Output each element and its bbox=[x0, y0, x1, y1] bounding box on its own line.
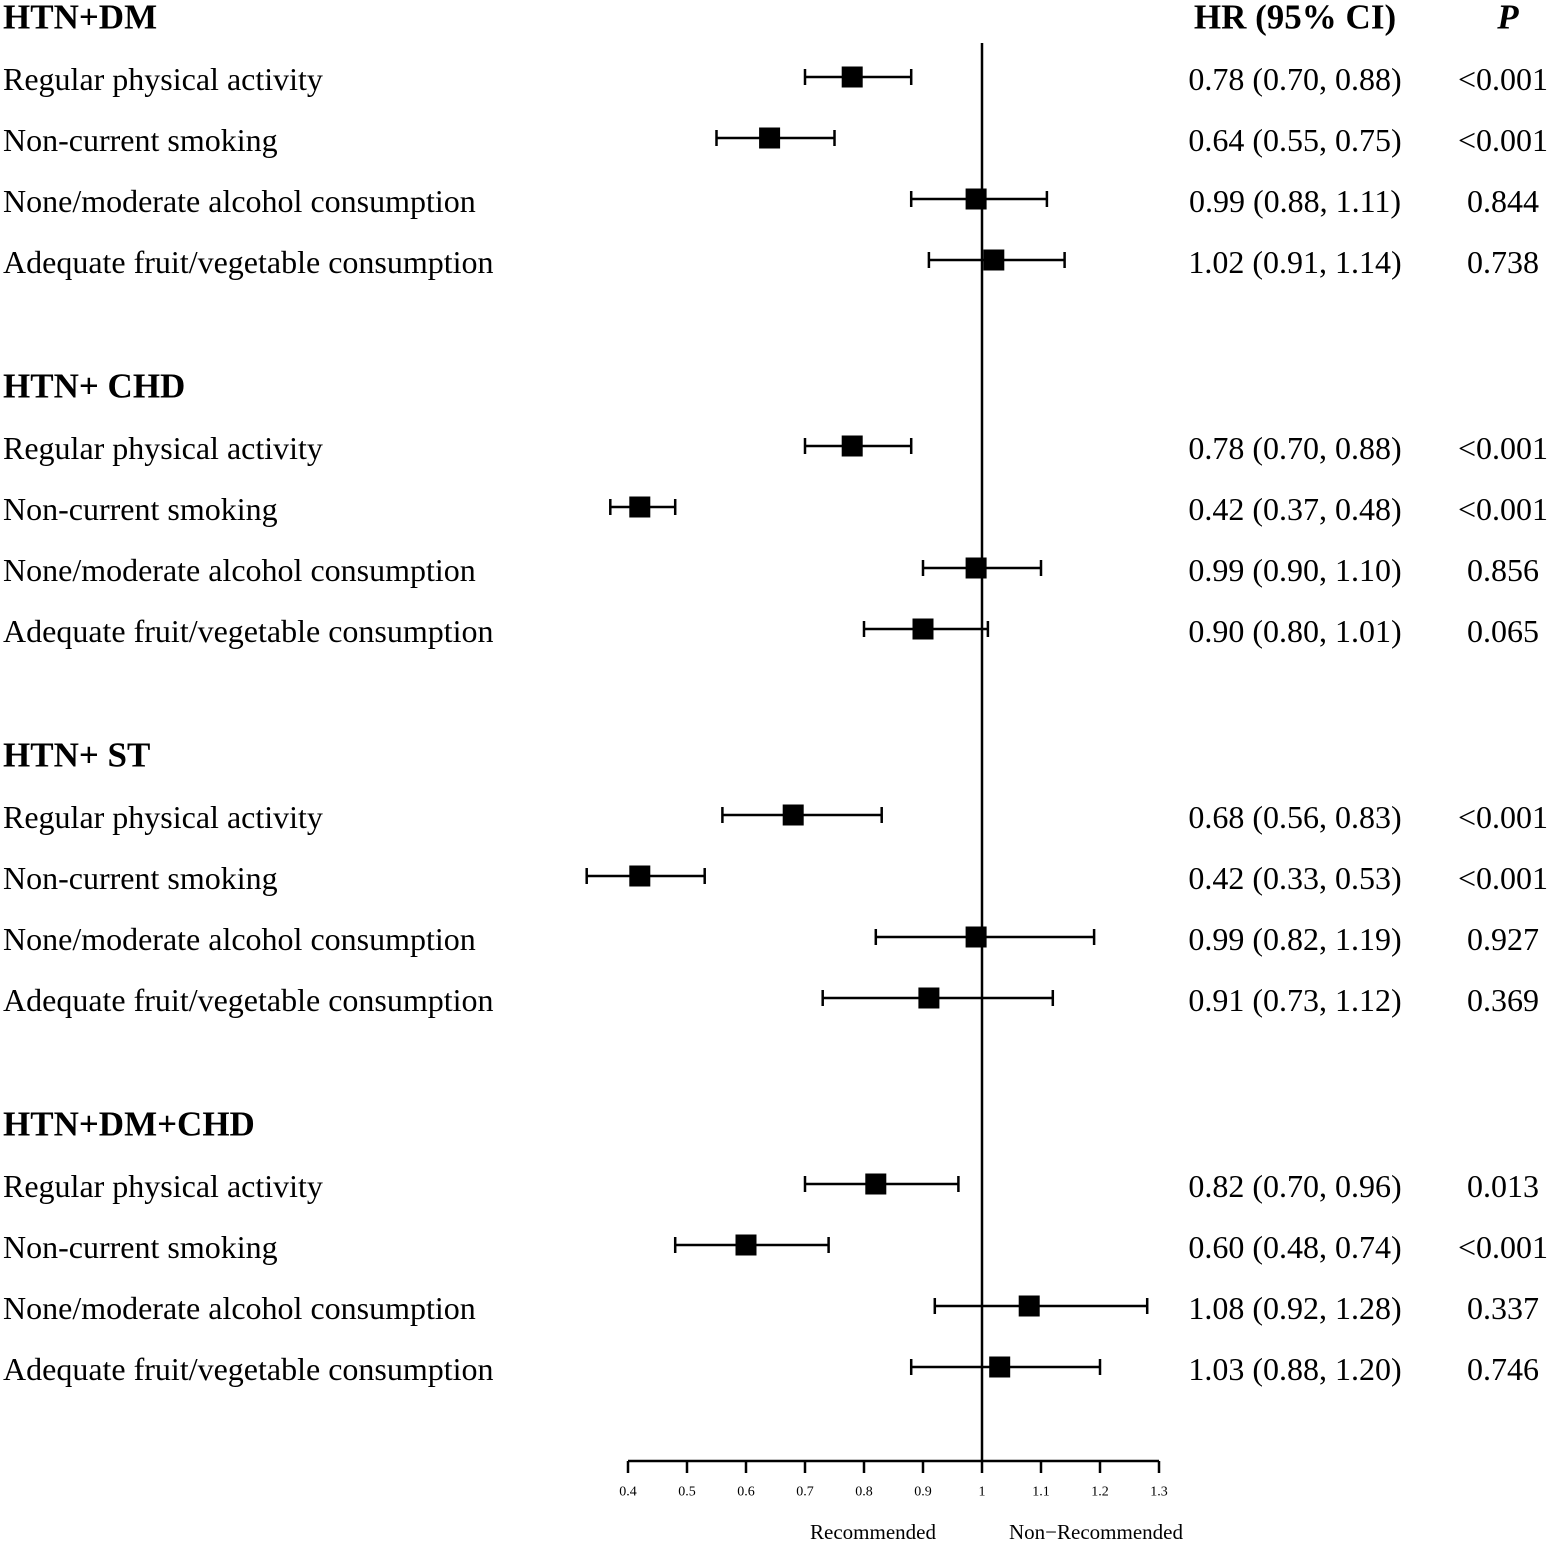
row-label: Non-current smoking bbox=[3, 122, 278, 158]
hr-ci-value: 0.78 (0.70, 0.88) bbox=[1188, 430, 1401, 466]
hr-ci-value: 0.99 (0.82, 1.19) bbox=[1188, 921, 1401, 957]
p-value: 0.746 bbox=[1467, 1351, 1539, 1387]
direction-label-right: Non−Recommended bbox=[1009, 1520, 1183, 1543]
x-tick-label: 1 bbox=[979, 1485, 986, 1500]
group-title: HTN+ ST bbox=[3, 736, 150, 775]
row-label: Regular physical activity bbox=[3, 61, 323, 97]
hr-point bbox=[912, 618, 934, 640]
hr-point bbox=[865, 1173, 887, 1195]
row-label: Regular physical activity bbox=[3, 430, 323, 466]
p-column-header: P bbox=[1496, 0, 1519, 37]
hr-ci-value: 0.78 (0.70, 0.88) bbox=[1188, 61, 1401, 97]
row-label: Adequate fruit/vegetable consumption bbox=[3, 244, 494, 280]
hr-point bbox=[629, 496, 651, 518]
hr-ci-value: 1.03 (0.88, 1.20) bbox=[1188, 1351, 1401, 1387]
p-value: <0.001 bbox=[1458, 799, 1548, 835]
hr-point bbox=[759, 127, 781, 149]
hr-ci-value: 0.68 (0.56, 0.83) bbox=[1188, 799, 1401, 835]
row-label: Regular physical activity bbox=[3, 799, 323, 835]
hr-point bbox=[841, 66, 863, 88]
hr-ci-value: 0.60 (0.48, 0.74) bbox=[1188, 1229, 1401, 1265]
hr-point bbox=[841, 435, 863, 457]
x-tick-label: 0.6 bbox=[737, 1485, 755, 1500]
p-value: 0.738 bbox=[1467, 244, 1539, 280]
p-value: <0.001 bbox=[1458, 860, 1548, 896]
hr-ci-value: 0.42 (0.33, 0.53) bbox=[1188, 860, 1401, 896]
hr-ci-value: 1.08 (0.92, 1.28) bbox=[1188, 1290, 1401, 1326]
p-value: <0.001 bbox=[1458, 122, 1548, 158]
x-tick-label: 0.9 bbox=[914, 1485, 932, 1500]
hr-column-header: HR (95% CI) bbox=[1194, 0, 1396, 37]
direction-label-left: Recommended bbox=[810, 1520, 936, 1543]
hr-ci-value: 0.91 (0.73, 1.12) bbox=[1188, 982, 1401, 1018]
p-value: 0.337 bbox=[1467, 1290, 1539, 1326]
hr-point bbox=[965, 557, 987, 579]
hr-ci-value: 1.02 (0.91, 1.14) bbox=[1188, 244, 1401, 280]
row-label: Non-current smoking bbox=[3, 491, 278, 527]
row-label: None/moderate alcohol consumption bbox=[3, 921, 476, 957]
p-value: <0.001 bbox=[1458, 61, 1548, 97]
hr-point bbox=[989, 1356, 1011, 1378]
row-label: Regular physical activity bbox=[3, 1168, 323, 1204]
p-value: 0.013 bbox=[1467, 1168, 1539, 1204]
x-tick-label: 0.4 bbox=[619, 1485, 637, 1500]
hr-ci-value: 0.64 (0.55, 0.75) bbox=[1188, 122, 1401, 158]
hr-point bbox=[965, 926, 987, 948]
p-value: <0.001 bbox=[1458, 491, 1548, 527]
p-value: 0.844 bbox=[1467, 183, 1539, 219]
hr-point bbox=[918, 987, 940, 1009]
hr-point bbox=[735, 1234, 757, 1256]
row-label: None/moderate alcohol consumption bbox=[3, 1290, 476, 1326]
x-tick-label: 1.3 bbox=[1150, 1485, 1168, 1500]
group-title: HTN+DM bbox=[3, 0, 157, 37]
row-label: Non-current smoking bbox=[3, 860, 278, 896]
x-tick-label: 1.2 bbox=[1091, 1485, 1109, 1500]
p-value: <0.001 bbox=[1458, 1229, 1548, 1265]
x-tick-label: 0.5 bbox=[678, 1485, 696, 1500]
row-label: Adequate fruit/vegetable consumption bbox=[3, 982, 494, 1018]
hr-ci-value: 0.82 (0.70, 0.96) bbox=[1188, 1168, 1401, 1204]
row-label: Adequate fruit/vegetable consumption bbox=[3, 613, 494, 649]
hr-ci-value: 0.99 (0.88, 1.11) bbox=[1189, 183, 1401, 219]
x-tick-label: 1.1 bbox=[1032, 1485, 1050, 1500]
x-tick-label: 0.7 bbox=[796, 1485, 814, 1500]
group-title: HTN+ CHD bbox=[3, 367, 185, 406]
hr-point bbox=[1018, 1295, 1040, 1317]
hr-ci-value: 0.42 (0.37, 0.48) bbox=[1188, 491, 1401, 527]
hr-point bbox=[782, 804, 804, 826]
p-value: <0.001 bbox=[1458, 430, 1548, 466]
hr-ci-value: 0.90 (0.80, 1.01) bbox=[1188, 613, 1401, 649]
hr-point bbox=[965, 188, 987, 210]
p-value: 0.856 bbox=[1467, 552, 1539, 588]
hr-point bbox=[983, 249, 1005, 271]
p-value: 0.065 bbox=[1467, 613, 1539, 649]
row-label: None/moderate alcohol consumption bbox=[3, 552, 476, 588]
row-label: Non-current smoking bbox=[3, 1229, 278, 1265]
group-title: HTN+DM+CHD bbox=[3, 1105, 255, 1144]
p-value: 0.369 bbox=[1467, 982, 1539, 1018]
p-value: 0.927 bbox=[1467, 921, 1539, 957]
row-label: Adequate fruit/vegetable consumption bbox=[3, 1351, 494, 1387]
row-label: None/moderate alcohol consumption bbox=[3, 183, 476, 219]
x-tick-label: 0.8 bbox=[855, 1485, 873, 1500]
hr-ci-value: 0.99 (0.90, 1.10) bbox=[1188, 552, 1401, 588]
hr-point bbox=[629, 865, 651, 887]
